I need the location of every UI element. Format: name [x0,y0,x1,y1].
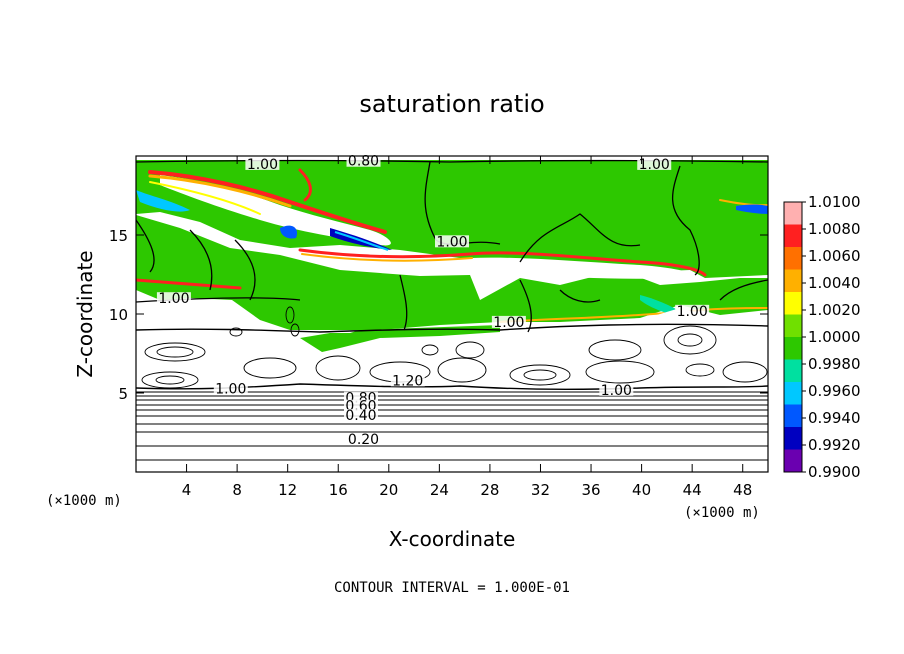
x-tick-label: 16 [329,481,348,499]
contour-label: 1.00 [215,381,246,397]
contour-label: 1.00 [639,157,670,173]
contour-label: 1.00 [601,383,632,399]
contour-label: 1.00 [436,234,467,250]
contour-label: 1.00 [247,157,278,173]
colorbar-tick-label: 1.0000 [808,328,861,346]
contour-interval-note: CONTOUR INTERVAL = 1.000E-01 [334,580,570,596]
colorbar-swatch [784,382,802,405]
x-tick-label: 24 [430,481,449,499]
x-tick-label: 12 [278,481,297,499]
x-tick-label: 32 [531,481,550,499]
x-tick-label: 8 [232,481,242,499]
x-tick-label: 20 [379,481,398,499]
x-tick-label: 36 [581,481,600,499]
colorbar-swatch [784,360,802,383]
x-tick-label: 48 [733,481,752,499]
colorbar-swatch [784,225,802,248]
y-tick-label: 10 [109,306,128,324]
colorbar-tick-label: 1.0080 [808,220,861,238]
contour-label: 1.00 [493,315,524,331]
colorbar-swatch [784,450,802,473]
x-axis-label: X-coordinate [389,527,516,551]
contour-label: 1.00 [158,291,189,307]
chart-title: saturation ratio [359,90,544,118]
colorbar-tick-label: 0.9960 [808,382,861,400]
colorbar-tick-label: 0.9920 [808,436,861,454]
contour-label: 1.00 [677,304,708,320]
colorbar-swatch [784,337,802,360]
x-tick-label: 4 [182,481,192,499]
y-unit-label: (×1000 m) [46,493,122,509]
colorbar-swatch [784,405,802,428]
colorbar-tick-label: 0.9980 [808,355,861,373]
y-tick-label: 5 [118,385,128,403]
colorbar-swatch [784,270,802,293]
colorbar-swatch [784,202,802,225]
y-tick-label: 15 [109,227,128,245]
colorbar-tick-label: 1.0100 [808,193,861,211]
colorbar: 1.0100 1.0080 1.0060 1.0040 1.0020 1.0000 0.99… [784,193,861,481]
colorbar-swatch [784,247,802,270]
x-tick-label: 40 [632,481,651,499]
colorbar-swatch [784,427,802,450]
colorbar-tick-label: 0.9900 [808,463,861,481]
y-axis-label: Z-coordinate [73,250,97,377]
x-unit-label: (×1000 m) [684,505,760,521]
contour-label: 0.40 [345,408,376,424]
colorbar-tick-label: 1.0040 [808,274,861,292]
colorbar-tick-label: 1.0020 [808,301,861,319]
contour-label: 0.20 [348,432,379,448]
colorbar-swatch [784,315,802,338]
contour-label: 1.20 [392,373,423,389]
colorbar-tick-label: 0.9940 [808,409,861,427]
colorbar-swatch [784,292,802,315]
x-tick-label: 44 [683,481,702,499]
colorbar-tick-label: 1.0060 [808,247,861,265]
x-tick-label: 28 [480,481,499,499]
